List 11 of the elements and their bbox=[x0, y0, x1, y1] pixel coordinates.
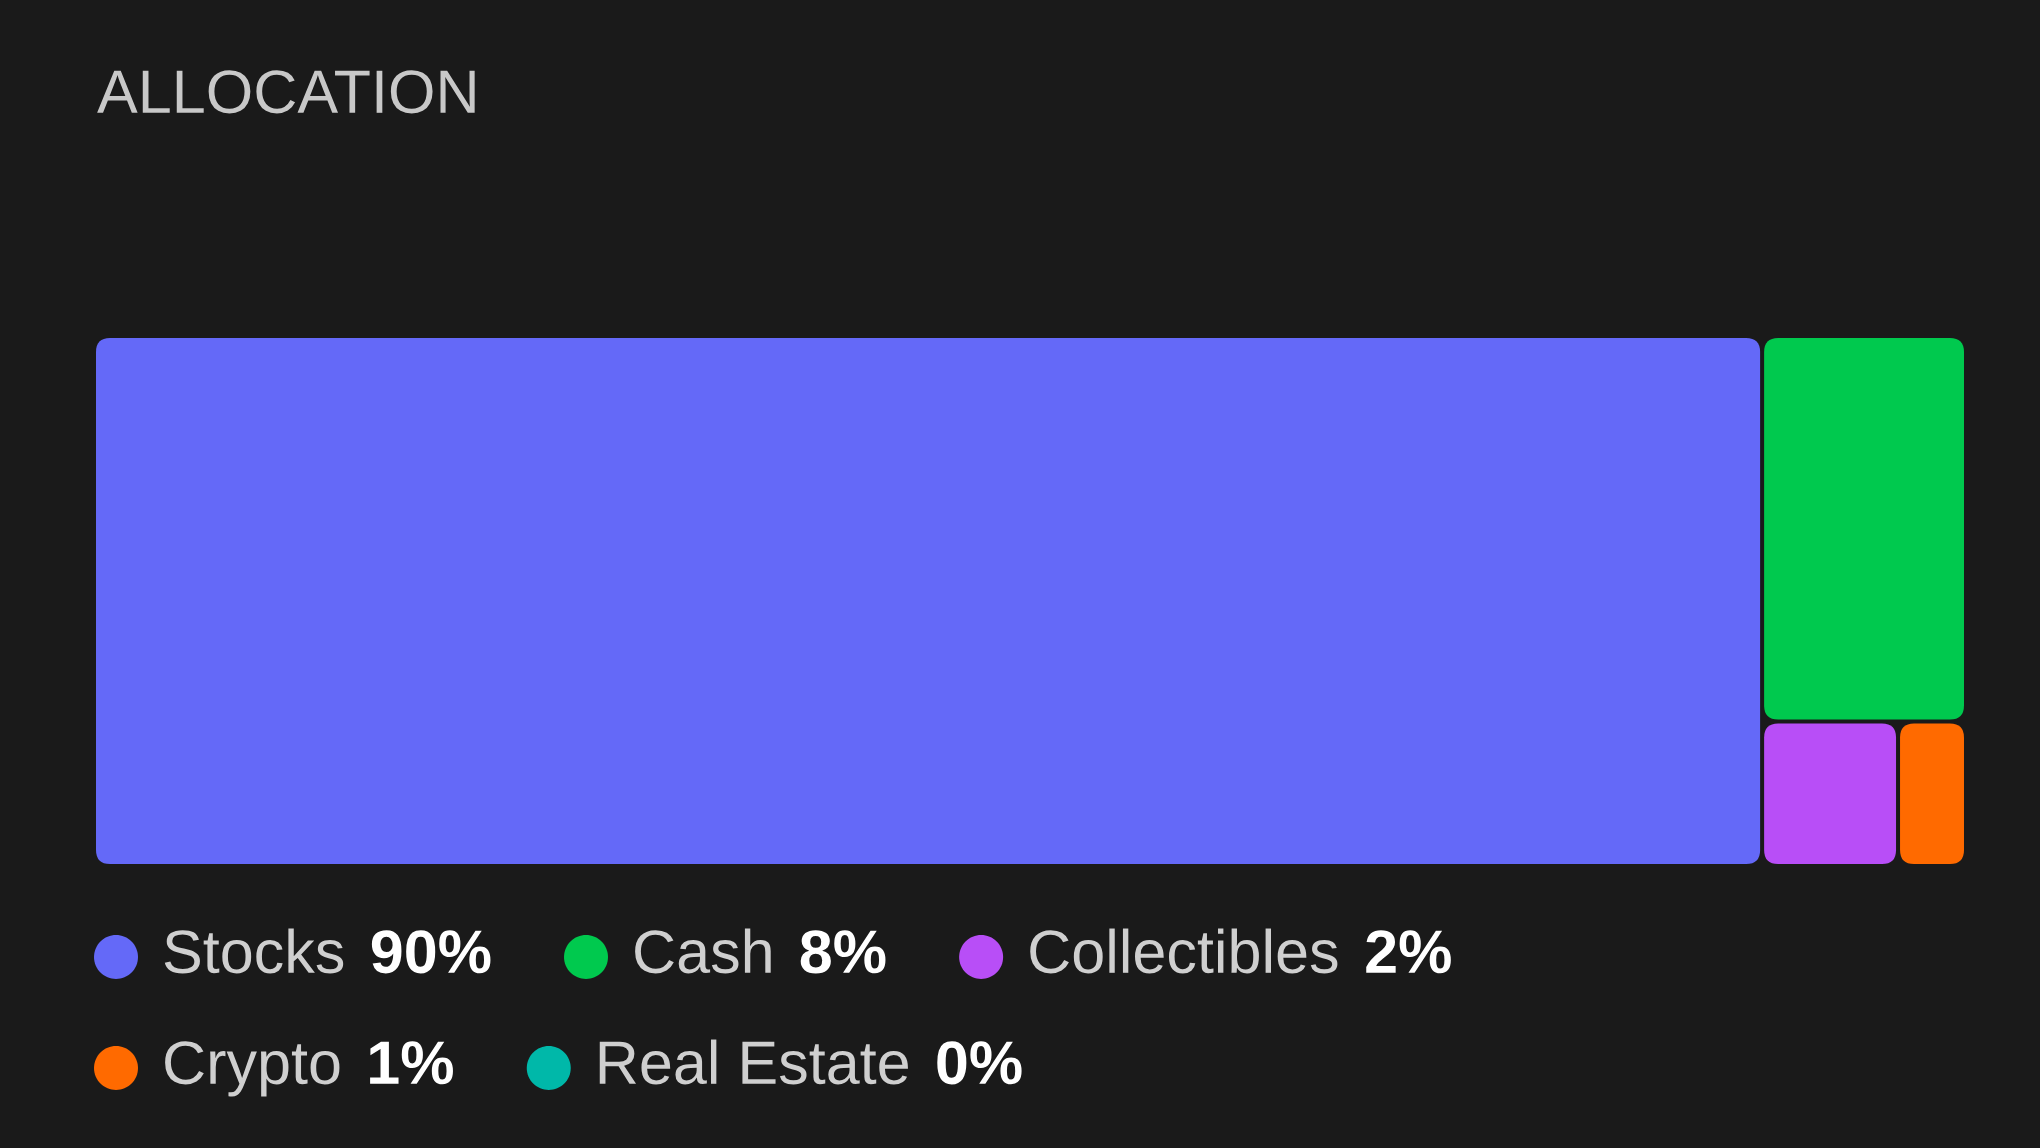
category-label: Collectibles bbox=[1030, 928, 1338, 974]
text: ALLOCATION bbox=[97, 70, 475, 114]
data-label: 8% bbox=[800, 930, 886, 974]
category-label: Stocks bbox=[164, 928, 344, 974]
data-label: 0% bbox=[937, 1041, 1022, 1085]
category-label: Real Estate bbox=[599, 1039, 908, 1085]
data-label: 2% bbox=[1366, 930, 1451, 974]
category-label: Cash bbox=[635, 928, 771, 974]
data-label: 1% bbox=[370, 1041, 453, 1085]
category-label: Crypto bbox=[165, 1041, 340, 1097]
data-label: 90% bbox=[371, 930, 491, 974]
